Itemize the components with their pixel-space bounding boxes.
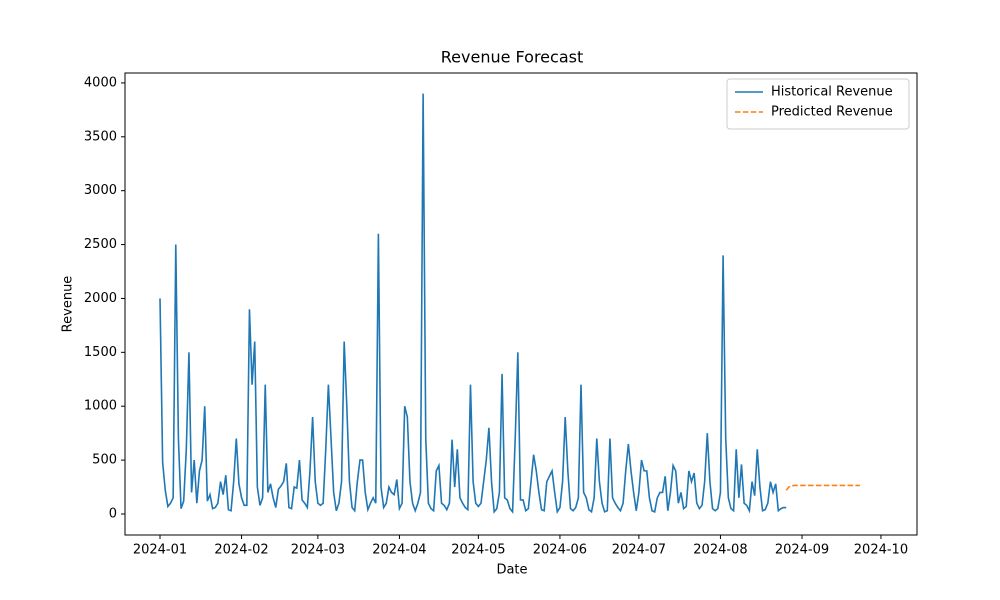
chart-title: Revenue Forecast xyxy=(441,48,583,67)
y-tick-label: 0 xyxy=(109,506,117,521)
x-axis-label: Date xyxy=(496,563,527,578)
x-tick-label: 2024-05 xyxy=(451,543,505,558)
series-line xyxy=(785,484,860,491)
y-tick-label: 3500 xyxy=(84,129,117,144)
plot-frame xyxy=(124,72,918,536)
x-tick-label: 2024-07 xyxy=(612,543,666,558)
x-tick-label: 2024-02 xyxy=(214,543,268,558)
x-tick-label: 2024-03 xyxy=(291,543,345,558)
y-tick-label: 1500 xyxy=(84,345,117,360)
x-tick-label: 2024-08 xyxy=(693,543,747,558)
legend-box xyxy=(726,78,910,130)
x-tick-label: 2024-01 xyxy=(133,543,187,558)
y-tick-label: 2500 xyxy=(84,237,117,252)
series-line xyxy=(159,93,787,515)
legend-label: Predicted Revenue xyxy=(771,105,893,120)
x-tick-label: 2024-09 xyxy=(775,543,829,558)
x-tick-label: 2024-04 xyxy=(372,543,426,558)
y-tick-label: 1000 xyxy=(84,399,117,414)
y-axis-label: Revenue xyxy=(61,276,76,333)
y-tick-label: 3000 xyxy=(84,183,117,198)
y-tick-label: 500 xyxy=(92,453,117,468)
y-tick-label: 4000 xyxy=(84,75,117,90)
x-tick-label: 2024-06 xyxy=(533,543,587,558)
legend-label: Historical Revenue xyxy=(771,85,893,100)
y-tick-label: 2000 xyxy=(84,291,117,306)
x-tick-label: 2024-10 xyxy=(854,543,908,558)
